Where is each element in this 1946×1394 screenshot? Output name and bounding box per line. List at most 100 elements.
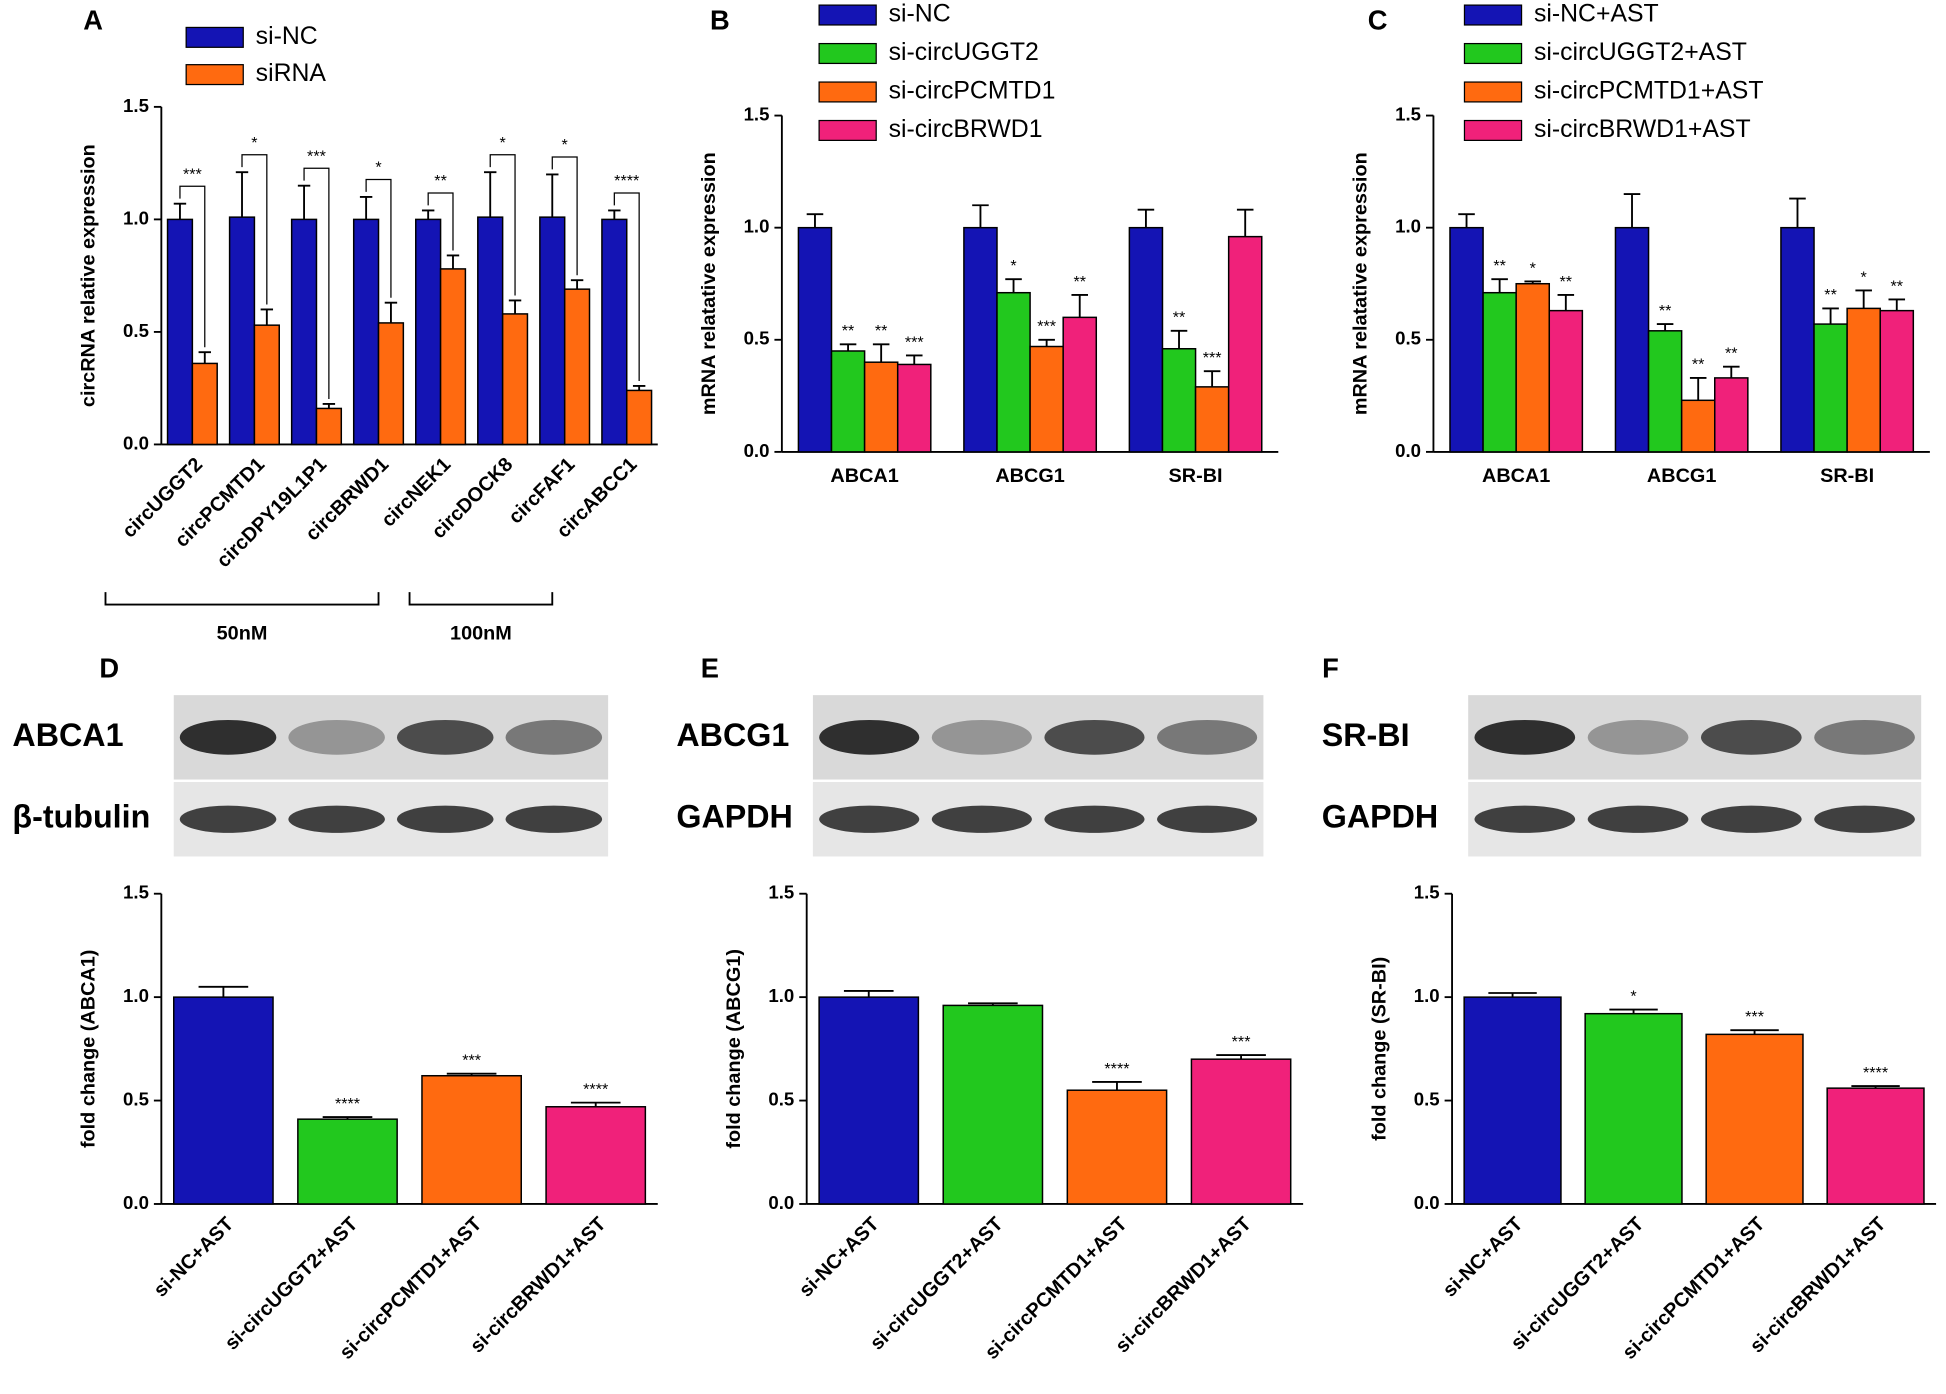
- error-bar: [1236, 208, 1254, 237]
- y-tick-label: 0.0: [744, 440, 770, 461]
- bar: [421, 1074, 522, 1205]
- error-bar: [421, 209, 435, 220]
- y-tick-label: 0.5: [123, 1088, 149, 1109]
- significance: ****: [614, 172, 640, 190]
- legend-label: si-NC: [889, 1, 951, 28]
- y-tick-label: 1.0: [768, 985, 794, 1006]
- x-tick-label: si-NC+AST: [1439, 1213, 1527, 1301]
- blot-band: [1044, 805, 1145, 833]
- bar: [1647, 330, 1683, 453]
- error-bar: [1170, 329, 1188, 349]
- y-tick-label: 0.0: [1414, 1192, 1440, 1213]
- legend-label: si-circBRWD1: [889, 116, 1043, 143]
- bar: [797, 226, 833, 453]
- bar: [1813, 323, 1848, 453]
- significance: **: [1560, 273, 1573, 291]
- error-bar: [839, 343, 857, 351]
- bar: [1714, 377, 1749, 453]
- x-tick-label: si-NC+AST: [150, 1213, 238, 1301]
- error-bar: [1656, 323, 1674, 331]
- bar: [1449, 226, 1484, 453]
- bar: [1780, 226, 1815, 453]
- x-tick-label: circDPY19L1P1: [213, 454, 332, 573]
- bar: [963, 226, 998, 453]
- significance-bracket: [551, 156, 578, 276]
- blot-band: [1157, 719, 1258, 755]
- significance-bracket: [241, 154, 268, 305]
- error-bar: [905, 354, 923, 365]
- significance: ***: [1745, 1008, 1765, 1026]
- error-bar: [570, 279, 584, 290]
- error-bar: [297, 184, 311, 220]
- bar: [315, 407, 343, 446]
- blot-band: [179, 805, 277, 833]
- legend-label: si-NC+AST: [1534, 1, 1659, 28]
- error-bar: [1730, 1029, 1779, 1035]
- error-bar: [173, 202, 187, 220]
- significance: **: [1173, 309, 1186, 327]
- blot-band: [1814, 719, 1915, 755]
- error-bar: [570, 1101, 621, 1107]
- significance: **: [1890, 277, 1903, 295]
- x-tick-label: ABCA1: [1482, 465, 1550, 487]
- x-tick-label: si-circPCMTD1+AST: [335, 1213, 486, 1364]
- y-axis-title: fold change (SR-BI): [1368, 957, 1390, 1141]
- blot-label: GAPDH: [676, 799, 792, 835]
- panel-letter: A: [83, 5, 103, 36]
- significance: **: [1659, 302, 1672, 320]
- x-tick-label: ABCG1: [995, 465, 1064, 487]
- significance: ***: [183, 165, 203, 183]
- significance: *: [499, 134, 506, 152]
- blot-band: [1157, 805, 1258, 833]
- significance: *: [1630, 987, 1637, 1005]
- bar: [1029, 345, 1064, 453]
- group-label: 50nM: [217, 623, 268, 645]
- blot-band: [1044, 719, 1145, 755]
- bar: [1066, 1089, 1168, 1205]
- bar: [1482, 291, 1517, 453]
- significance: ***: [307, 147, 327, 165]
- panel-letter: E: [701, 653, 719, 684]
- y-axis-title: fold change (ABCA1): [78, 950, 100, 1148]
- significance: **: [434, 172, 447, 190]
- group-label: 100nM: [450, 623, 512, 645]
- error-bar: [1038, 338, 1055, 347]
- significance: **: [1073, 273, 1086, 291]
- error-bar: [1216, 1054, 1266, 1060]
- bar: [253, 324, 280, 446]
- significance: **: [1493, 257, 1506, 275]
- blot-band: [1474, 719, 1576, 755]
- error-bar: [1557, 294, 1575, 311]
- significance: *: [1010, 257, 1017, 275]
- bar: [1680, 399, 1716, 453]
- y-tick-label: 1.5: [123, 95, 149, 116]
- blot-band: [179, 719, 277, 755]
- legend-swatch: [1463, 4, 1523, 26]
- blot-band: [505, 805, 603, 833]
- y-tick-label: 0.5: [1414, 1088, 1440, 1109]
- error-bar: [508, 299, 522, 314]
- error-bar: [806, 213, 824, 228]
- bar: [377, 322, 405, 446]
- error-bar: [260, 308, 274, 326]
- y-tick-label: 1.0: [123, 207, 149, 228]
- bar: [942, 1004, 1044, 1205]
- y-tick-label: 1.5: [123, 882, 149, 903]
- panel-letter: B: [710, 5, 730, 36]
- y-tick-label: 0.0: [768, 1192, 794, 1213]
- error-bar: [546, 173, 559, 218]
- legend-swatch: [818, 4, 877, 26]
- bar: [539, 216, 566, 446]
- y-axis-title: mRNA relatative expression: [698, 152, 720, 415]
- bar: [830, 350, 866, 453]
- bar: [228, 216, 256, 446]
- error-bar: [1723, 365, 1740, 378]
- bar: [1846, 307, 1881, 453]
- y-tick-label: 0.5: [744, 328, 770, 349]
- blot-label: β-tubulin: [12, 799, 150, 835]
- x-tick-label: si-circPCMTD1+AST: [981, 1213, 1132, 1364]
- significance: ****: [1863, 1064, 1889, 1082]
- bar: [191, 362, 218, 446]
- legend-swatch: [818, 81, 877, 103]
- error-bar: [1689, 376, 1707, 401]
